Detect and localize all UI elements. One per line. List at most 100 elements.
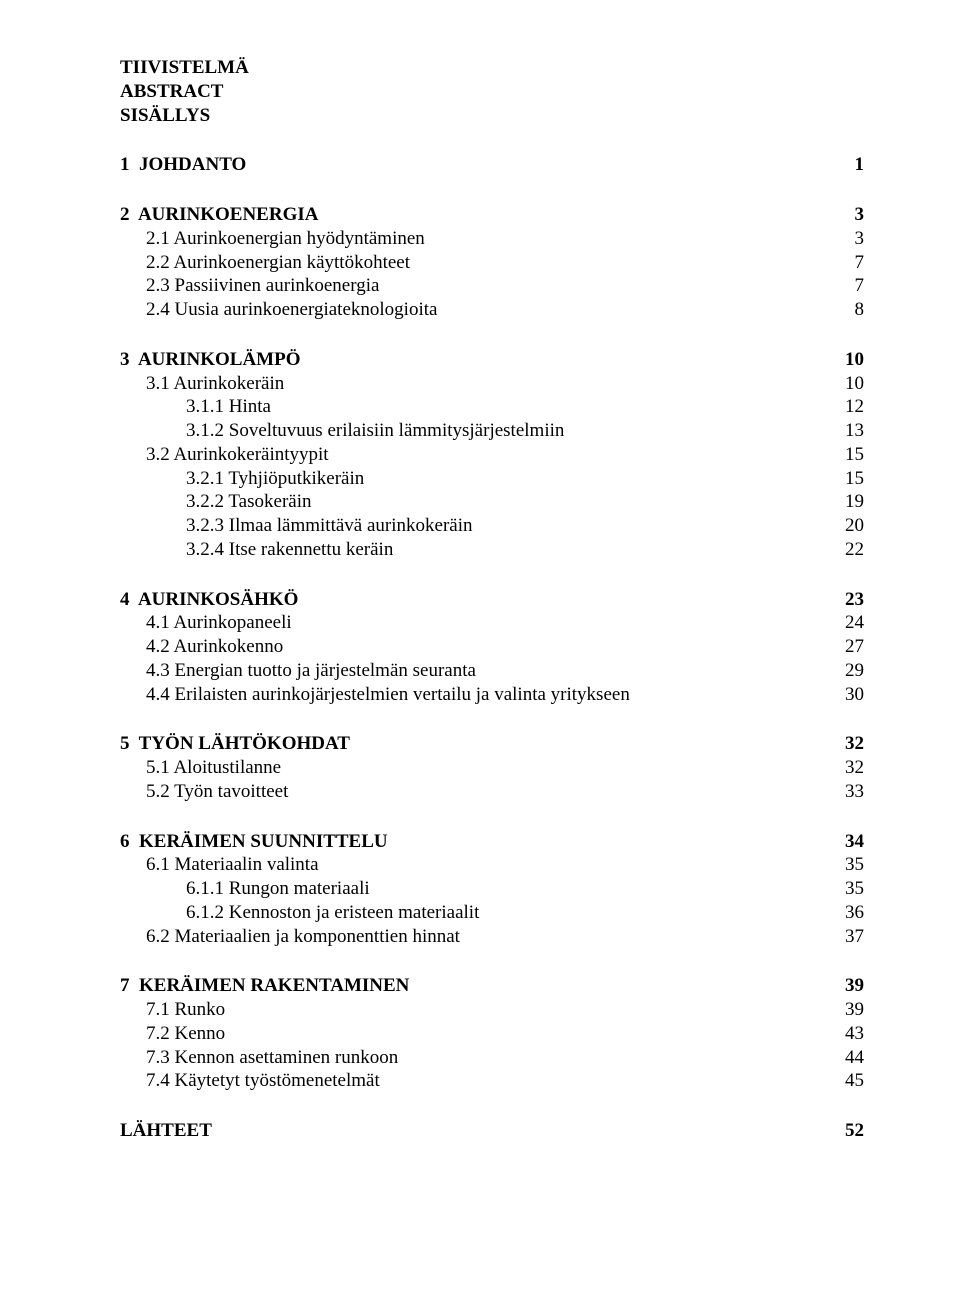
toc-section: 5 TYÖN LÄHTÖKOHDAT325.1 Aloitustilanne32… [120, 732, 864, 803]
toc-row: 2.4 Uusia aurinkoenergiateknologioita8 [120, 298, 864, 322]
toc-label: 7 KERÄIMEN RAKENTAMINEN [120, 974, 832, 998]
toc-label: 2.4 Uusia aurinkoenergiateknologioita [120, 298, 832, 322]
header-line-1: TIIVISTELMÄ [120, 56, 864, 80]
document-header: TIIVISTELMÄ ABSTRACT SISÄLLYS [120, 56, 864, 127]
toc-label: 6.1.2 Kennoston ja eristeen materiaalit [120, 901, 832, 925]
toc-row: 7.3 Kennon asettaminen runkoon44 [120, 1046, 864, 1070]
toc-page-number: 1 [832, 153, 864, 177]
toc-row: 2.1 Aurinkoenergian hyödyntäminen3 [120, 227, 864, 251]
toc-label: 2 AURINKOENERGIA [120, 203, 832, 227]
toc-page-number: 30 [832, 683, 864, 707]
toc-label: 3.2.1 Tyhjiöputkikeräin [120, 467, 832, 491]
toc-label: LÄHTEET [120, 1119, 832, 1143]
toc-page-number: 32 [832, 756, 864, 780]
toc-section: 7 KERÄIMEN RAKENTAMINEN397.1 Runko397.2 … [120, 974, 864, 1093]
toc-row: 1 JOHDANTO1 [120, 153, 864, 177]
table-of-contents: 1 JOHDANTO1 2 AURINKOENERGIA32.1 Aurinkoe… [120, 153, 864, 1143]
toc-page-number: 10 [832, 372, 864, 396]
toc-row: 6.1 Materiaalin valinta35 [120, 853, 864, 877]
toc-page-number: 32 [832, 732, 864, 756]
toc-section: LÄHTEET52 [120, 1119, 864, 1143]
toc-page-number: 23 [832, 588, 864, 612]
toc-label: 4.1 Aurinkopaneeli [120, 611, 832, 635]
toc-row: 4 AURINKOSÄHKÖ23 [120, 588, 864, 612]
toc-page-number: 12 [832, 395, 864, 419]
toc-page-number: 13 [832, 419, 864, 443]
toc-label: 6.1.1 Rungon materiaali [120, 877, 832, 901]
toc-label: 5.1 Aloitustilanne [120, 756, 832, 780]
toc-page-number: 10 [832, 348, 864, 372]
toc-section: 6 KERÄIMEN SUUNNITTELU346.1 Materiaalin … [120, 830, 864, 949]
toc-row: 5.2 Työn tavoitteet33 [120, 780, 864, 804]
toc-row: 6.2 Materiaalien ja komponenttien hinnat… [120, 925, 864, 949]
toc-page-number: 15 [832, 467, 864, 491]
toc-label: 7.4 Käytetyt työstömenetelmät [120, 1069, 832, 1093]
toc-section: 3 AURINKOLÄMPÖ103.1 Aurinkokeräin103.1.1… [120, 348, 864, 562]
toc-page-number: 3 [832, 203, 864, 227]
toc-label: 3.2.2 Tasokeräin [120, 490, 832, 514]
toc-row: 2.3 Passiivinen aurinkoenergia7 [120, 274, 864, 298]
toc-page-number: 44 [832, 1046, 864, 1070]
toc-label: 2.3 Passiivinen aurinkoenergia [120, 274, 832, 298]
toc-page-number: 8 [832, 298, 864, 322]
toc-page-number: 34 [832, 830, 864, 854]
toc-label: 3.1 Aurinkokeräin [120, 372, 832, 396]
toc-label: 3.2.4 Itse rakennettu keräin [120, 538, 832, 562]
toc-row: 3.1 Aurinkokeräin10 [120, 372, 864, 396]
toc-page-number: 37 [832, 925, 864, 949]
toc-page-number: 39 [832, 998, 864, 1022]
toc-page-number: 29 [832, 659, 864, 683]
toc-section: 4 AURINKOSÄHKÖ234.1 Aurinkopaneeli244.2 … [120, 588, 864, 707]
toc-page-number: 35 [832, 877, 864, 901]
toc-row: 3.1.2 Soveltuvuus erilaisiin lämmitysjär… [120, 419, 864, 443]
header-line-2: ABSTRACT [120, 80, 864, 104]
toc-page-number: 7 [832, 251, 864, 275]
toc-page-number: 19 [832, 490, 864, 514]
toc-row: 4.3 Energian tuotto ja järjestelmän seur… [120, 659, 864, 683]
toc-label: 3.1.1 Hinta [120, 395, 832, 419]
toc-row: 4.1 Aurinkopaneeli24 [120, 611, 864, 635]
toc-page-number: 22 [832, 538, 864, 562]
toc-page-number: 3 [832, 227, 864, 251]
header-line-3: SISÄLLYS [120, 104, 864, 128]
toc-label: 2.1 Aurinkoenergian hyödyntäminen [120, 227, 832, 251]
toc-page-number: 33 [832, 780, 864, 804]
toc-row: 6.1.1 Rungon materiaali35 [120, 877, 864, 901]
toc-page-number: 52 [832, 1119, 864, 1143]
toc-label: 4 AURINKOSÄHKÖ [120, 588, 832, 612]
toc-label: 2.2 Aurinkoenergian käyttökohteet [120, 251, 832, 275]
toc-label: 7.2 Kenno [120, 1022, 832, 1046]
toc-label: 5.2 Työn tavoitteet [120, 780, 832, 804]
toc-row: 7.2 Kenno43 [120, 1022, 864, 1046]
toc-row: 5.1 Aloitustilanne32 [120, 756, 864, 780]
toc-row: 2.2 Aurinkoenergian käyttökohteet7 [120, 251, 864, 275]
toc-page-number: 27 [832, 635, 864, 659]
toc-row: 3.2.1 Tyhjiöputkikeräin15 [120, 467, 864, 491]
toc-label: 6.1 Materiaalin valinta [120, 853, 832, 877]
toc-row: 3.2.3 Ilmaa lämmittävä aurinkokeräin20 [120, 514, 864, 538]
toc-row: LÄHTEET52 [120, 1119, 864, 1143]
toc-row: 7.1 Runko39 [120, 998, 864, 1022]
toc-row: 2 AURINKOENERGIA3 [120, 203, 864, 227]
toc-label: 7.3 Kennon asettaminen runkoon [120, 1046, 832, 1070]
toc-page-number: 43 [832, 1022, 864, 1046]
toc-page-number: 35 [832, 853, 864, 877]
toc-label: 5 TYÖN LÄHTÖKOHDAT [120, 732, 832, 756]
toc-label: 4.4 Erilaisten aurinkojärjestelmien vert… [120, 683, 832, 707]
toc-row: 3.2 Aurinkokeräintyypit15 [120, 443, 864, 467]
toc-label: 3.2 Aurinkokeräintyypit [120, 443, 832, 467]
toc-row: 6 KERÄIMEN SUUNNITTELU34 [120, 830, 864, 854]
toc-row: 3.2.2 Tasokeräin19 [120, 490, 864, 514]
toc-row: 3 AURINKOLÄMPÖ10 [120, 348, 864, 372]
toc-page-number: 36 [832, 901, 864, 925]
toc-page-number: 20 [832, 514, 864, 538]
toc-label: 6 KERÄIMEN SUUNNITTELU [120, 830, 832, 854]
toc-label: 3.2.3 Ilmaa lämmittävä aurinkokeräin [120, 514, 832, 538]
toc-row: 4.4 Erilaisten aurinkojärjestelmien vert… [120, 683, 864, 707]
toc-section: 1 JOHDANTO1 [120, 153, 864, 177]
toc-page-number: 24 [832, 611, 864, 635]
toc-label: 6.2 Materiaalien ja komponenttien hinnat [120, 925, 832, 949]
toc-row: 4.2 Aurinkokenno27 [120, 635, 864, 659]
toc-row: 7.4 Käytetyt työstömenetelmät45 [120, 1069, 864, 1093]
toc-page-number: 7 [832, 274, 864, 298]
